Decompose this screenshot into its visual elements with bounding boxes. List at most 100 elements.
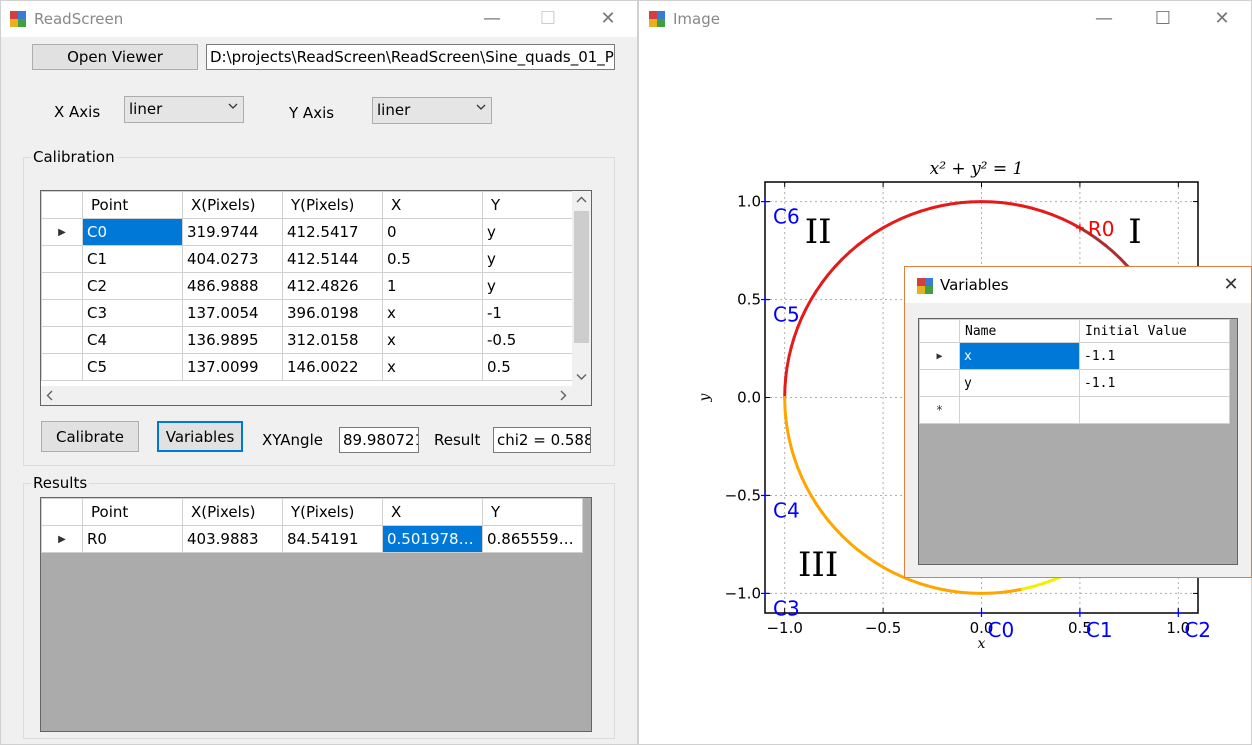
- table-cell[interactable]: 0.5: [482, 353, 573, 381]
- table-cell[interactable]: 0.5: [382, 245, 483, 273]
- calibration-grid[interactable]: Point X(Pixels) Y(Pixels) X Y ▶ C0 319.9…: [40, 190, 592, 406]
- close-button[interactable]: ✕: [1214, 8, 1230, 29]
- table-new-row[interactable]: *: [919, 396, 1230, 424]
- horizontal-scrollbar[interactable]: [41, 386, 572, 405]
- table-cell[interactable]: 137.0054: [182, 299, 283, 327]
- column-header[interactable]: Y(Pixels): [282, 191, 383, 219]
- scroll-right-icon[interactable]: [553, 386, 572, 405]
- table-cell[interactable]: 1: [382, 272, 483, 300]
- table-cell[interactable]: x: [382, 353, 483, 381]
- table-cell[interactable]: C4: [82, 326, 183, 354]
- column-header[interactable]: Name: [959, 319, 1080, 343]
- table-row[interactable]: y -1.1: [919, 369, 1230, 397]
- table-cell[interactable]: C0: [82, 218, 183, 246]
- table-cell[interactable]: 84.54191: [282, 525, 383, 553]
- row-pointer-icon[interactable]: ▶: [41, 218, 83, 246]
- table-cell[interactable]: C2: [82, 272, 183, 300]
- column-header[interactable]: Y(Pixels): [282, 498, 383, 526]
- table-cell[interactable]: x: [382, 326, 483, 354]
- row-header[interactable]: [41, 299, 83, 327]
- row-header[interactable]: [41, 245, 83, 273]
- table-cell[interactable]: x: [959, 342, 1080, 370]
- column-header[interactable]: X: [382, 191, 483, 219]
- maximize-button[interactable]: ☐: [539, 8, 557, 29]
- vertical-scrollbar[interactable]: [572, 191, 591, 386]
- table-cell[interactable]: 146.0022: [282, 353, 383, 381]
- column-header[interactable]: Y: [482, 498, 583, 526]
- table-cell[interactable]: 486.9888: [182, 272, 283, 300]
- variables-grid[interactable]: Name Initial Value ▶ x -1.1 y -1.1 *: [918, 318, 1238, 565]
- open-viewer-button[interactable]: Open Viewer: [32, 44, 198, 70]
- scroll-down-icon[interactable]: [572, 367, 591, 386]
- readscreen-titlebar[interactable]: ReadScreen — ☐ ✕: [1, 1, 637, 37]
- minimize-button[interactable]: —: [483, 8, 501, 29]
- table-cell[interactable]: y: [482, 218, 573, 246]
- scroll-up-icon[interactable]: [572, 191, 591, 210]
- table-cell[interactable]: R0: [82, 525, 183, 553]
- table-cell[interactable]: y: [482, 272, 573, 300]
- table-cell[interactable]: C3: [82, 299, 183, 327]
- table-cell[interactable]: 396.0198: [282, 299, 383, 327]
- column-header[interactable]: Initial Value: [1079, 319, 1230, 343]
- table-cell[interactable]: [1079, 396, 1230, 424]
- column-header[interactable]: Point: [82, 498, 183, 526]
- row-header[interactable]: [41, 353, 83, 381]
- column-header[interactable]: Y: [482, 191, 573, 219]
- calibrate-button[interactable]: Calibrate: [41, 421, 139, 452]
- minimize-button[interactable]: —: [1095, 8, 1113, 29]
- scrollbar-thumb[interactable]: [574, 211, 589, 343]
- column-header[interactable]: X: [382, 498, 483, 526]
- table-cell[interactable]: 403.9883: [182, 525, 283, 553]
- column-header[interactable]: X(Pixels): [182, 191, 283, 219]
- results-grid[interactable]: Point X(Pixels) Y(Pixels) X Y ▶ R0 403.9…: [40, 497, 592, 732]
- row-header[interactable]: [41, 272, 83, 300]
- close-button[interactable]: ✕: [1223, 274, 1239, 295]
- table-row[interactable]: ▶ C0 319.9744 412.5417 0 y: [41, 218, 573, 246]
- table-row[interactable]: C4 136.9895 312.0158 x -0.5: [41, 326, 573, 354]
- row-header[interactable]: [919, 369, 960, 397]
- table-cell[interactable]: [959, 396, 1080, 424]
- variables-button[interactable]: Variables: [157, 421, 243, 452]
- table-cell[interactable]: -0.5: [482, 326, 573, 354]
- table-cell[interactable]: y: [959, 369, 1080, 397]
- table-row[interactable]: C5 137.0099 146.0022 x 0.5: [41, 353, 573, 381]
- close-button[interactable]: ✕: [600, 8, 616, 29]
- column-header[interactable]: Point: [82, 191, 183, 219]
- table-cell[interactable]: 404.0273: [182, 245, 283, 273]
- table-cell[interactable]: -1.1: [1079, 342, 1230, 370]
- table-cell[interactable]: y: [482, 245, 573, 273]
- row-header[interactable]: [41, 326, 83, 354]
- maximize-button[interactable]: ☐: [1154, 8, 1172, 29]
- table-row[interactable]: C1 404.0273 412.5144 0.5 y: [41, 245, 573, 273]
- table-cell[interactable]: C1: [82, 245, 183, 273]
- scroll-left-icon[interactable]: [41, 386, 60, 405]
- column-header[interactable]: X(Pixels): [182, 498, 283, 526]
- table-cell[interactable]: 312.0158: [282, 326, 383, 354]
- table-cell[interactable]: 412.5144: [282, 245, 383, 273]
- table-cell[interactable]: 412.5417: [282, 218, 383, 246]
- table-cell[interactable]: 136.9895: [182, 326, 283, 354]
- table-row[interactable]: ▶ R0 403.9883 84.54191 0.5019786... 0.86…: [41, 525, 583, 553]
- row-pointer-icon[interactable]: ▶: [919, 342, 960, 370]
- file-path-field[interactable]: D:\projects\ReadScreen\ReadScreen\Sine_q…: [206, 44, 615, 70]
- result-field[interactable]: chi2 = 0.5883: [493, 427, 591, 453]
- row-pointer-icon[interactable]: ▶: [41, 525, 83, 553]
- variables-titlebar[interactable]: Variables ✕: [905, 267, 1251, 303]
- table-cell[interactable]: C5: [82, 353, 183, 381]
- y-axis-select[interactable]: liner: [372, 97, 492, 124]
- xyangle-field[interactable]: 89.980721: [339, 427, 419, 453]
- table-row[interactable]: C2 486.9888 412.4826 1 y: [41, 272, 573, 300]
- table-cell[interactable]: -1: [482, 299, 573, 327]
- table-cell[interactable]: x: [382, 299, 483, 327]
- table-row[interactable]: ▶ x -1.1: [919, 342, 1230, 370]
- table-cell[interactable]: 137.0099: [182, 353, 283, 381]
- table-cell[interactable]: 319.9744: [182, 218, 283, 246]
- image-titlebar[interactable]: Image — ☐ ✕: [639, 1, 1251, 37]
- table-cell[interactable]: 0.5019786...: [382, 525, 483, 553]
- table-cell[interactable]: 0.8655593...: [482, 525, 583, 553]
- table-row[interactable]: C3 137.0054 396.0198 x -1: [41, 299, 573, 327]
- table-cell[interactable]: 0: [382, 218, 483, 246]
- table-cell[interactable]: 412.4826: [282, 272, 383, 300]
- scrollbar-thumb[interactable]: [61, 388, 551, 403]
- x-axis-select[interactable]: liner: [124, 96, 244, 123]
